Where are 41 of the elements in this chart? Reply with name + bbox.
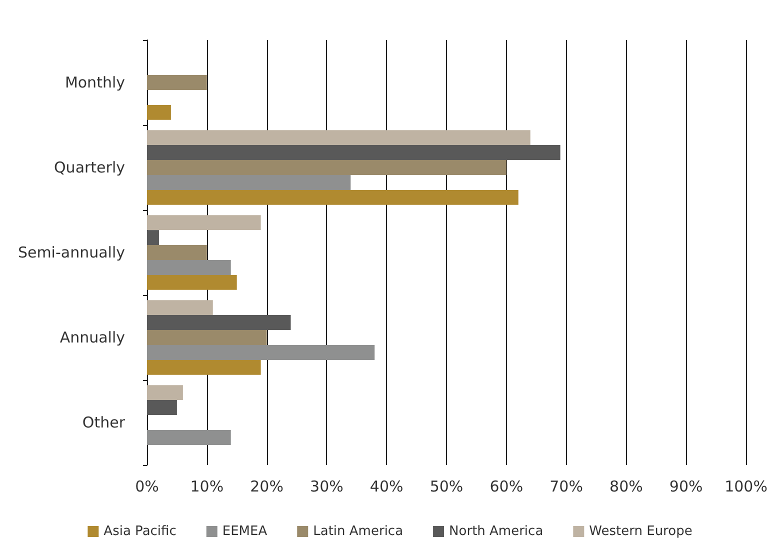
legend-label: Asia Pacific [104, 524, 176, 539]
bar [147, 174, 351, 190]
bar [147, 385, 183, 400]
y-tick-label: Monthly [64, 74, 126, 92]
legend-label: EEMEA [222, 524, 268, 539]
legend-label: Latin America [313, 524, 404, 539]
x-tick-label: 20% [250, 478, 284, 496]
bar [147, 130, 530, 146]
x-tick-label: 30% [310, 478, 344, 496]
y-tick-label: Annually [60, 328, 126, 346]
x-tick-label: 70% [550, 478, 583, 496]
bar [147, 75, 207, 90]
x-tick-label: 50% [430, 478, 464, 496]
bar [147, 274, 237, 290]
legend-label: North America [449, 524, 544, 539]
bar [147, 300, 213, 316]
y-tick-label: Semi-annually [18, 244, 126, 262]
x-tick-label: 10% [190, 478, 224, 496]
x-tick-label: 80% [610, 478, 643, 496]
bar [147, 315, 291, 330]
y-tick-label: Quarterly [54, 158, 126, 176]
bar [147, 190, 518, 205]
bar [147, 160, 506, 175]
x-tick-label: 90% [669, 478, 703, 496]
legend-label: Western Europe [589, 524, 692, 539]
bar [147, 145, 560, 160]
x-tick-label: 0% [135, 478, 159, 496]
x-tick-label: 100% [724, 478, 768, 496]
bar [147, 104, 171, 120]
bar [147, 230, 159, 246]
bar [147, 400, 177, 416]
bar [147, 245, 207, 260]
bar [147, 215, 261, 230]
x-tick-label: 60% [490, 478, 524, 496]
bar [147, 344, 375, 360]
bar [147, 360, 261, 375]
bar [147, 330, 267, 345]
bar [147, 430, 231, 445]
y-tick-label: Other [82, 414, 126, 432]
x-tick-label: 40% [370, 478, 404, 496]
bar [147, 260, 231, 275]
